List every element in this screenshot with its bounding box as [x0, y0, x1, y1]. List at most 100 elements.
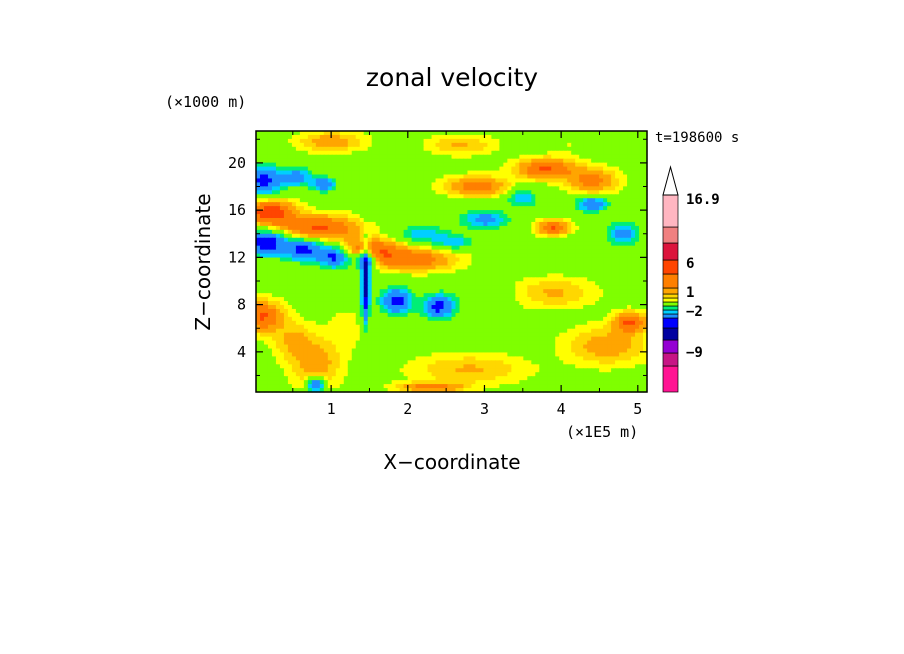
- field-cell: [387, 265, 393, 270]
- field-cell: [387, 316, 393, 322]
- field-cell: [575, 194, 580, 199]
- field-cell: [307, 198, 313, 203]
- field-cell: [291, 328, 297, 334]
- field-cell: [311, 214, 317, 219]
- field-cell: [299, 146, 305, 152]
- field-cell: [559, 273, 564, 278]
- field-cell: [631, 154, 636, 160]
- field-cell: [271, 328, 277, 334]
- field-cell: [343, 146, 349, 152]
- field-cell: [451, 245, 457, 251]
- field-cell: [519, 190, 524, 195]
- field-cell: [299, 190, 305, 195]
- field-cell: [619, 170, 624, 176]
- field-cell: [551, 158, 556, 164]
- field-cell: [427, 194, 433, 199]
- field-cell: [575, 301, 580, 306]
- field-cell: [615, 289, 620, 294]
- field-cell: [591, 131, 596, 136]
- field-cell: [619, 174, 624, 180]
- field-cell: [503, 245, 508, 251]
- field-cell: [435, 320, 441, 326]
- field-cell: [403, 186, 409, 191]
- field-cell: [595, 324, 600, 330]
- field-cell: [423, 202, 429, 207]
- field-cell: [479, 312, 485, 318]
- field-cell: [295, 131, 301, 136]
- field-cell: [299, 273, 305, 278]
- field-cell: [359, 194, 365, 199]
- field-cell: [503, 233, 508, 239]
- field-cell: [495, 293, 500, 298]
- field-cell: [547, 138, 552, 144]
- field-cell: [351, 265, 357, 270]
- field-cell: [279, 166, 285, 172]
- field-cell: [415, 206, 421, 211]
- field-cell: [451, 194, 457, 199]
- field-cell: [271, 261, 277, 267]
- field-cell: [287, 229, 293, 235]
- field-cell: [463, 174, 469, 180]
- field-cell: [259, 150, 265, 156]
- field-cell: [291, 293, 297, 298]
- field-cell: [415, 237, 421, 243]
- field-cell: [287, 178, 293, 183]
- field-cell: [475, 249, 481, 255]
- field-cell: [363, 261, 369, 267]
- field-cell: [583, 142, 588, 148]
- field-cell: [279, 210, 285, 215]
- field-cell: [483, 324, 489, 330]
- field-cell: [463, 146, 469, 152]
- field-cell: [551, 186, 556, 191]
- field-cell: [639, 324, 644, 330]
- field-cell: [427, 131, 433, 136]
- field-cell: [295, 253, 301, 259]
- field-cell: [515, 190, 520, 195]
- field-cell: [559, 229, 564, 235]
- field-cell: [543, 194, 548, 199]
- field-cell: [275, 265, 281, 270]
- field-cell: [431, 170, 437, 176]
- field-cell: [411, 150, 417, 156]
- field-cell: [543, 233, 548, 239]
- field-cell: [315, 225, 321, 231]
- field-cell: [319, 301, 325, 306]
- field-cell: [471, 170, 477, 176]
- field-cell: [491, 166, 496, 172]
- field-cell: [363, 182, 369, 187]
- field-cell: [399, 166, 405, 172]
- field-cell: [627, 249, 632, 255]
- field-cell: [423, 150, 429, 156]
- field-cell: [295, 245, 301, 251]
- field-cell: [623, 190, 628, 195]
- field-cell: [279, 253, 285, 259]
- field-cell: [267, 142, 273, 148]
- field-cell: [419, 206, 425, 211]
- field-cell: [275, 170, 281, 176]
- field-cell: [423, 269, 429, 274]
- field-cell: [559, 202, 564, 207]
- field-cell: [315, 257, 321, 263]
- field-cell: [339, 253, 345, 259]
- field-cell: [479, 170, 485, 176]
- field-cell: [427, 316, 433, 322]
- field-cell: [447, 210, 453, 215]
- field-cell: [271, 186, 277, 191]
- field-cell: [331, 146, 337, 152]
- field-cell: [267, 214, 273, 219]
- field-cell: [527, 229, 532, 235]
- field-cell: [495, 198, 500, 203]
- field-cell: [615, 237, 620, 243]
- field-cell: [447, 142, 453, 148]
- field-cell: [279, 281, 285, 286]
- field-cell: [463, 210, 469, 215]
- field-cell: [315, 178, 321, 183]
- field-cell: [595, 308, 600, 314]
- field-cell: [543, 142, 548, 148]
- field-cell: [599, 218, 604, 223]
- field-cell: [583, 257, 588, 263]
- field-cell: [431, 221, 437, 227]
- field-cell: [363, 131, 369, 136]
- field-cell: [379, 218, 385, 223]
- field-cell: [643, 277, 648, 282]
